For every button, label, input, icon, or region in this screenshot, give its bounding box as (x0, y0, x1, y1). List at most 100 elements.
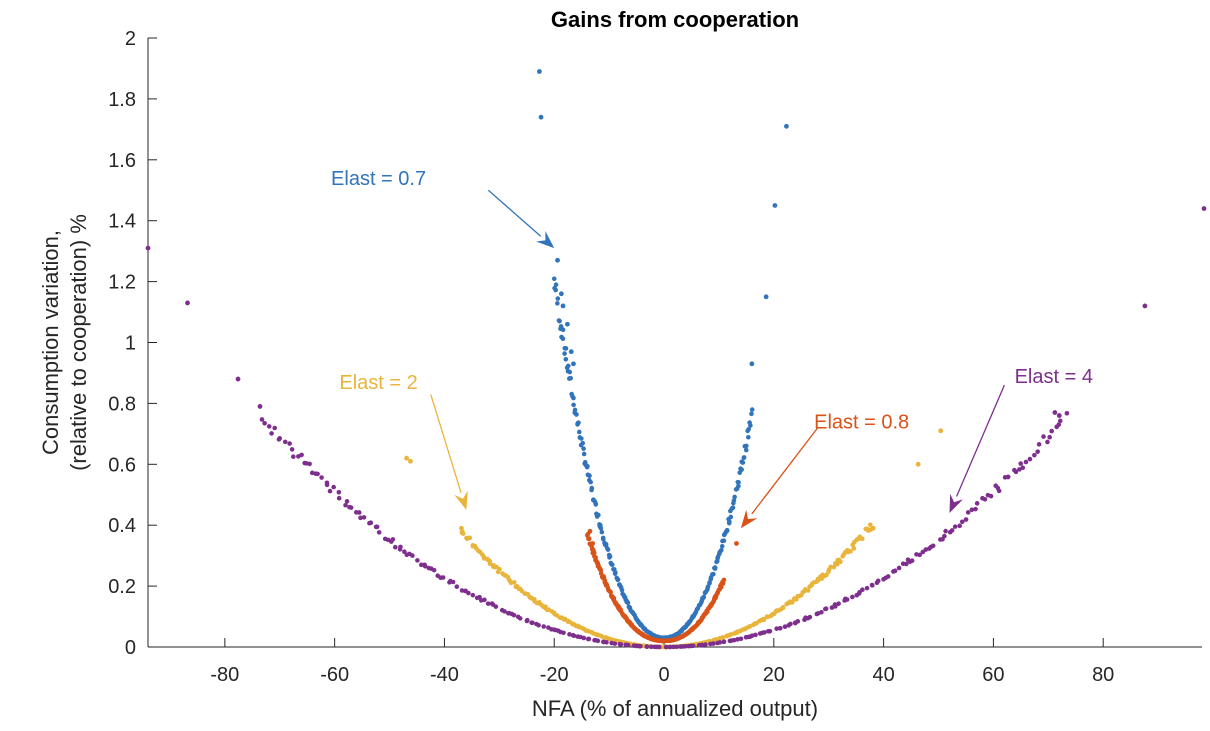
data-point (361, 515, 367, 520)
data-point (580, 440, 586, 446)
data-point (558, 291, 564, 297)
data-point (591, 550, 597, 556)
data-point (511, 612, 517, 618)
data-point (747, 624, 752, 629)
data-point (581, 635, 587, 641)
data-point (315, 471, 320, 477)
data-point (748, 423, 753, 428)
data-point (598, 567, 604, 573)
data-point (299, 452, 304, 458)
data-point (828, 564, 833, 570)
data-point (728, 514, 734, 520)
data-point (731, 498, 737, 503)
y-tick-label: 1.2 (108, 272, 136, 294)
data-point (917, 552, 922, 558)
data-point (996, 488, 1002, 494)
data-point (419, 562, 424, 568)
data-point (585, 464, 590, 469)
data-point (943, 528, 948, 534)
data-point (726, 519, 732, 524)
series-elast-0-7 (537, 69, 789, 641)
x-tick-label: 40 (872, 664, 894, 686)
data-point (374, 524, 380, 530)
data-point (560, 327, 566, 333)
data-point (875, 578, 881, 584)
data-point (319, 475, 324, 480)
data-point (836, 601, 841, 606)
data-point (593, 555, 598, 560)
data-point (625, 642, 631, 648)
data-point (795, 619, 801, 624)
y-axis-label: Consumption variation, (relative to coop… (38, 214, 91, 471)
data-point (393, 544, 398, 550)
data-point (744, 443, 749, 449)
data-point (331, 484, 336, 490)
data-point (749, 411, 754, 417)
data-point (740, 460, 746, 465)
data-point (289, 447, 295, 452)
data-point (269, 431, 274, 436)
annotation-label: Elast = 4 (1015, 366, 1093, 388)
data-point (497, 566, 502, 572)
data-point (566, 363, 571, 369)
data-point (581, 451, 587, 457)
data-point (777, 625, 783, 631)
data-point (145, 245, 151, 251)
data-point (969, 507, 975, 513)
data-point (772, 203, 778, 208)
data-point (763, 294, 769, 300)
data-point (867, 522, 873, 528)
data-point (408, 458, 413, 464)
data-point (904, 561, 909, 567)
y-tick-label: 0.8 (108, 393, 136, 415)
data-point (805, 588, 811, 593)
data-point (576, 429, 582, 435)
data-point (555, 257, 560, 263)
data-point (1052, 410, 1058, 415)
data-point (368, 520, 374, 526)
data-point (823, 606, 828, 612)
data-point (850, 594, 855, 600)
y-axis-label-line-2: (relative to cooperation) % (66, 214, 91, 471)
x-tick-label: 0 (658, 664, 669, 686)
data-point (1057, 418, 1063, 424)
data-point (815, 578, 821, 583)
y-tick-label: 0.2 (108, 576, 136, 598)
data-point (644, 644, 650, 649)
data-point (571, 402, 576, 408)
y-axis-label-line-1: Consumption variation, (38, 230, 63, 455)
data-point (957, 523, 962, 529)
data-point (576, 420, 581, 426)
data-point (1049, 428, 1054, 434)
data-point (587, 473, 592, 479)
data-point (1142, 303, 1148, 309)
data-point (923, 547, 929, 552)
x-tick-label: 60 (982, 664, 1004, 686)
y-tick-label: 1.8 (108, 89, 136, 111)
annotation-label: Elast = 0.8 (814, 412, 909, 434)
data-point (235, 376, 241, 382)
annotation-1: Elast = 0.7 (331, 168, 555, 249)
data-point (356, 510, 362, 515)
data-point (774, 626, 779, 631)
data-point (609, 562, 615, 568)
data-point (282, 439, 288, 445)
data-point (736, 483, 741, 489)
data-point (257, 404, 263, 409)
data-point (859, 536, 865, 542)
data-point (701, 594, 707, 600)
data-point (585, 636, 591, 642)
y-tick-label: 1 (125, 333, 136, 355)
data-point (712, 565, 718, 570)
data-point (831, 564, 837, 570)
data-point (402, 549, 407, 554)
data-point (459, 525, 464, 531)
data-point (536, 622, 541, 628)
data-point (287, 441, 292, 446)
data-point (572, 407, 578, 413)
data-point (1035, 449, 1040, 454)
data-point (656, 644, 662, 650)
data-point (974, 501, 980, 506)
data-point (1020, 465, 1026, 471)
